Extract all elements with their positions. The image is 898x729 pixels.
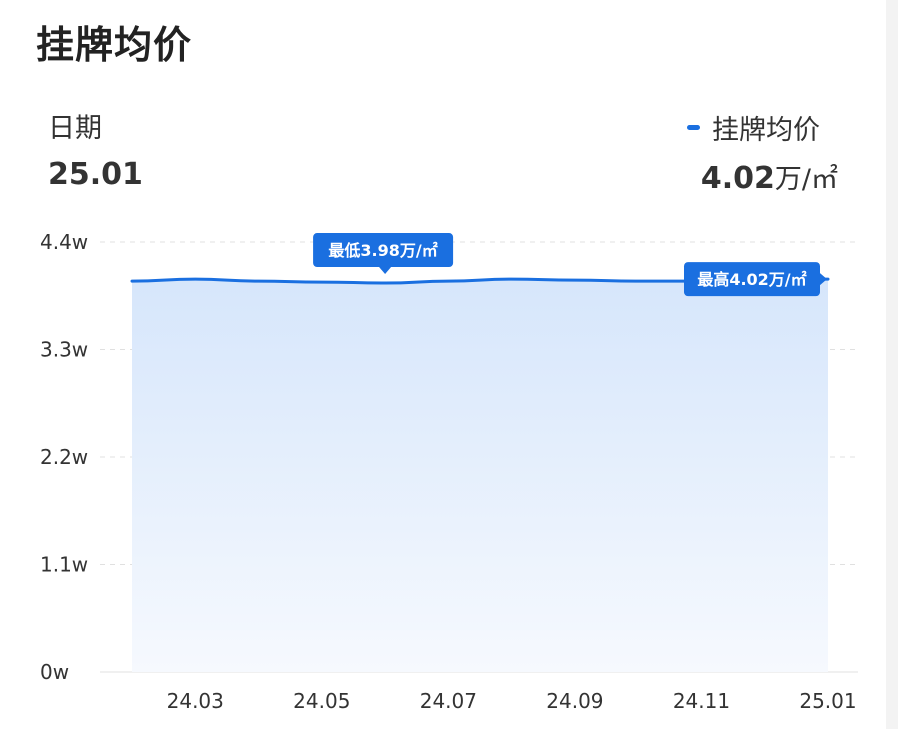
- min-annotation: 最低3.98万/㎡: [313, 233, 454, 275]
- y-tick-label-1: 1.1w: [40, 553, 88, 577]
- right-edge: [886, 0, 898, 729]
- date-label: 日期: [48, 113, 102, 144]
- legend: 挂牌均价: [687, 108, 820, 147]
- series-area: [132, 279, 828, 672]
- y-tick-label-0: 0w: [40, 660, 69, 684]
- max-annotation: 最高4.02万/㎡: [684, 262, 827, 297]
- min-annotation-text: 最低3.98万/㎡: [328, 241, 437, 260]
- x-tick-label-0: 24.03: [167, 689, 224, 713]
- x-tick-label-2: 24.07: [420, 689, 477, 713]
- x-tick-label-1: 24.05: [293, 689, 350, 713]
- x-tick-label-3: 24.09: [546, 689, 603, 713]
- price-value: 4.02: [700, 161, 775, 196]
- y-tick-label-4: 4.4w: [40, 230, 88, 254]
- y-tick-label-3: 3.3w: [40, 338, 88, 362]
- x-tick-label-4: 24.11: [673, 689, 730, 713]
- price-unit: 万/㎡: [774, 164, 838, 195]
- page-title: 挂牌均价: [36, 23, 193, 67]
- price-readout: 4.02万/㎡: [701, 157, 838, 196]
- max-annotation-text: 最高4.02万/㎡: [697, 270, 806, 289]
- legend-swatch: [687, 125, 700, 130]
- y-tick-label-2: 2.2w: [40, 445, 88, 469]
- date-value: 25.01: [48, 157, 143, 192]
- legend-label: 挂牌均价: [712, 115, 820, 146]
- x-tick-label-5: 25.01: [799, 689, 856, 713]
